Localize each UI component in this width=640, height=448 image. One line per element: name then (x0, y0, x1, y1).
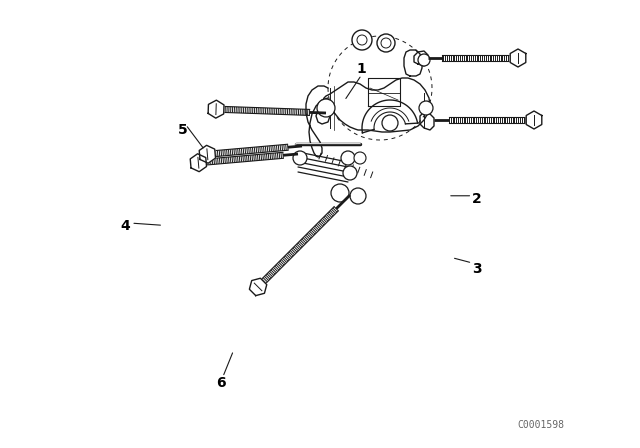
Circle shape (381, 38, 391, 48)
Text: C0001598: C0001598 (517, 420, 564, 430)
Text: 3: 3 (472, 262, 482, 276)
Text: 4: 4 (120, 219, 130, 233)
Circle shape (293, 151, 307, 165)
Circle shape (354, 152, 366, 164)
Polygon shape (190, 154, 207, 172)
Text: 1: 1 (356, 62, 367, 77)
Polygon shape (526, 111, 542, 129)
Circle shape (341, 151, 355, 165)
Circle shape (357, 35, 367, 45)
Circle shape (419, 101, 433, 115)
Text: 2: 2 (472, 192, 482, 207)
Polygon shape (199, 145, 216, 163)
Circle shape (418, 54, 430, 66)
Circle shape (350, 188, 366, 204)
Polygon shape (250, 278, 267, 296)
Circle shape (343, 166, 357, 180)
Circle shape (331, 184, 349, 202)
Polygon shape (510, 49, 526, 67)
Circle shape (317, 99, 335, 117)
Text: 5: 5 (177, 123, 188, 137)
Polygon shape (208, 100, 224, 118)
Circle shape (377, 34, 395, 52)
Text: 6: 6 (216, 376, 226, 390)
Circle shape (382, 115, 398, 131)
Circle shape (352, 30, 372, 50)
